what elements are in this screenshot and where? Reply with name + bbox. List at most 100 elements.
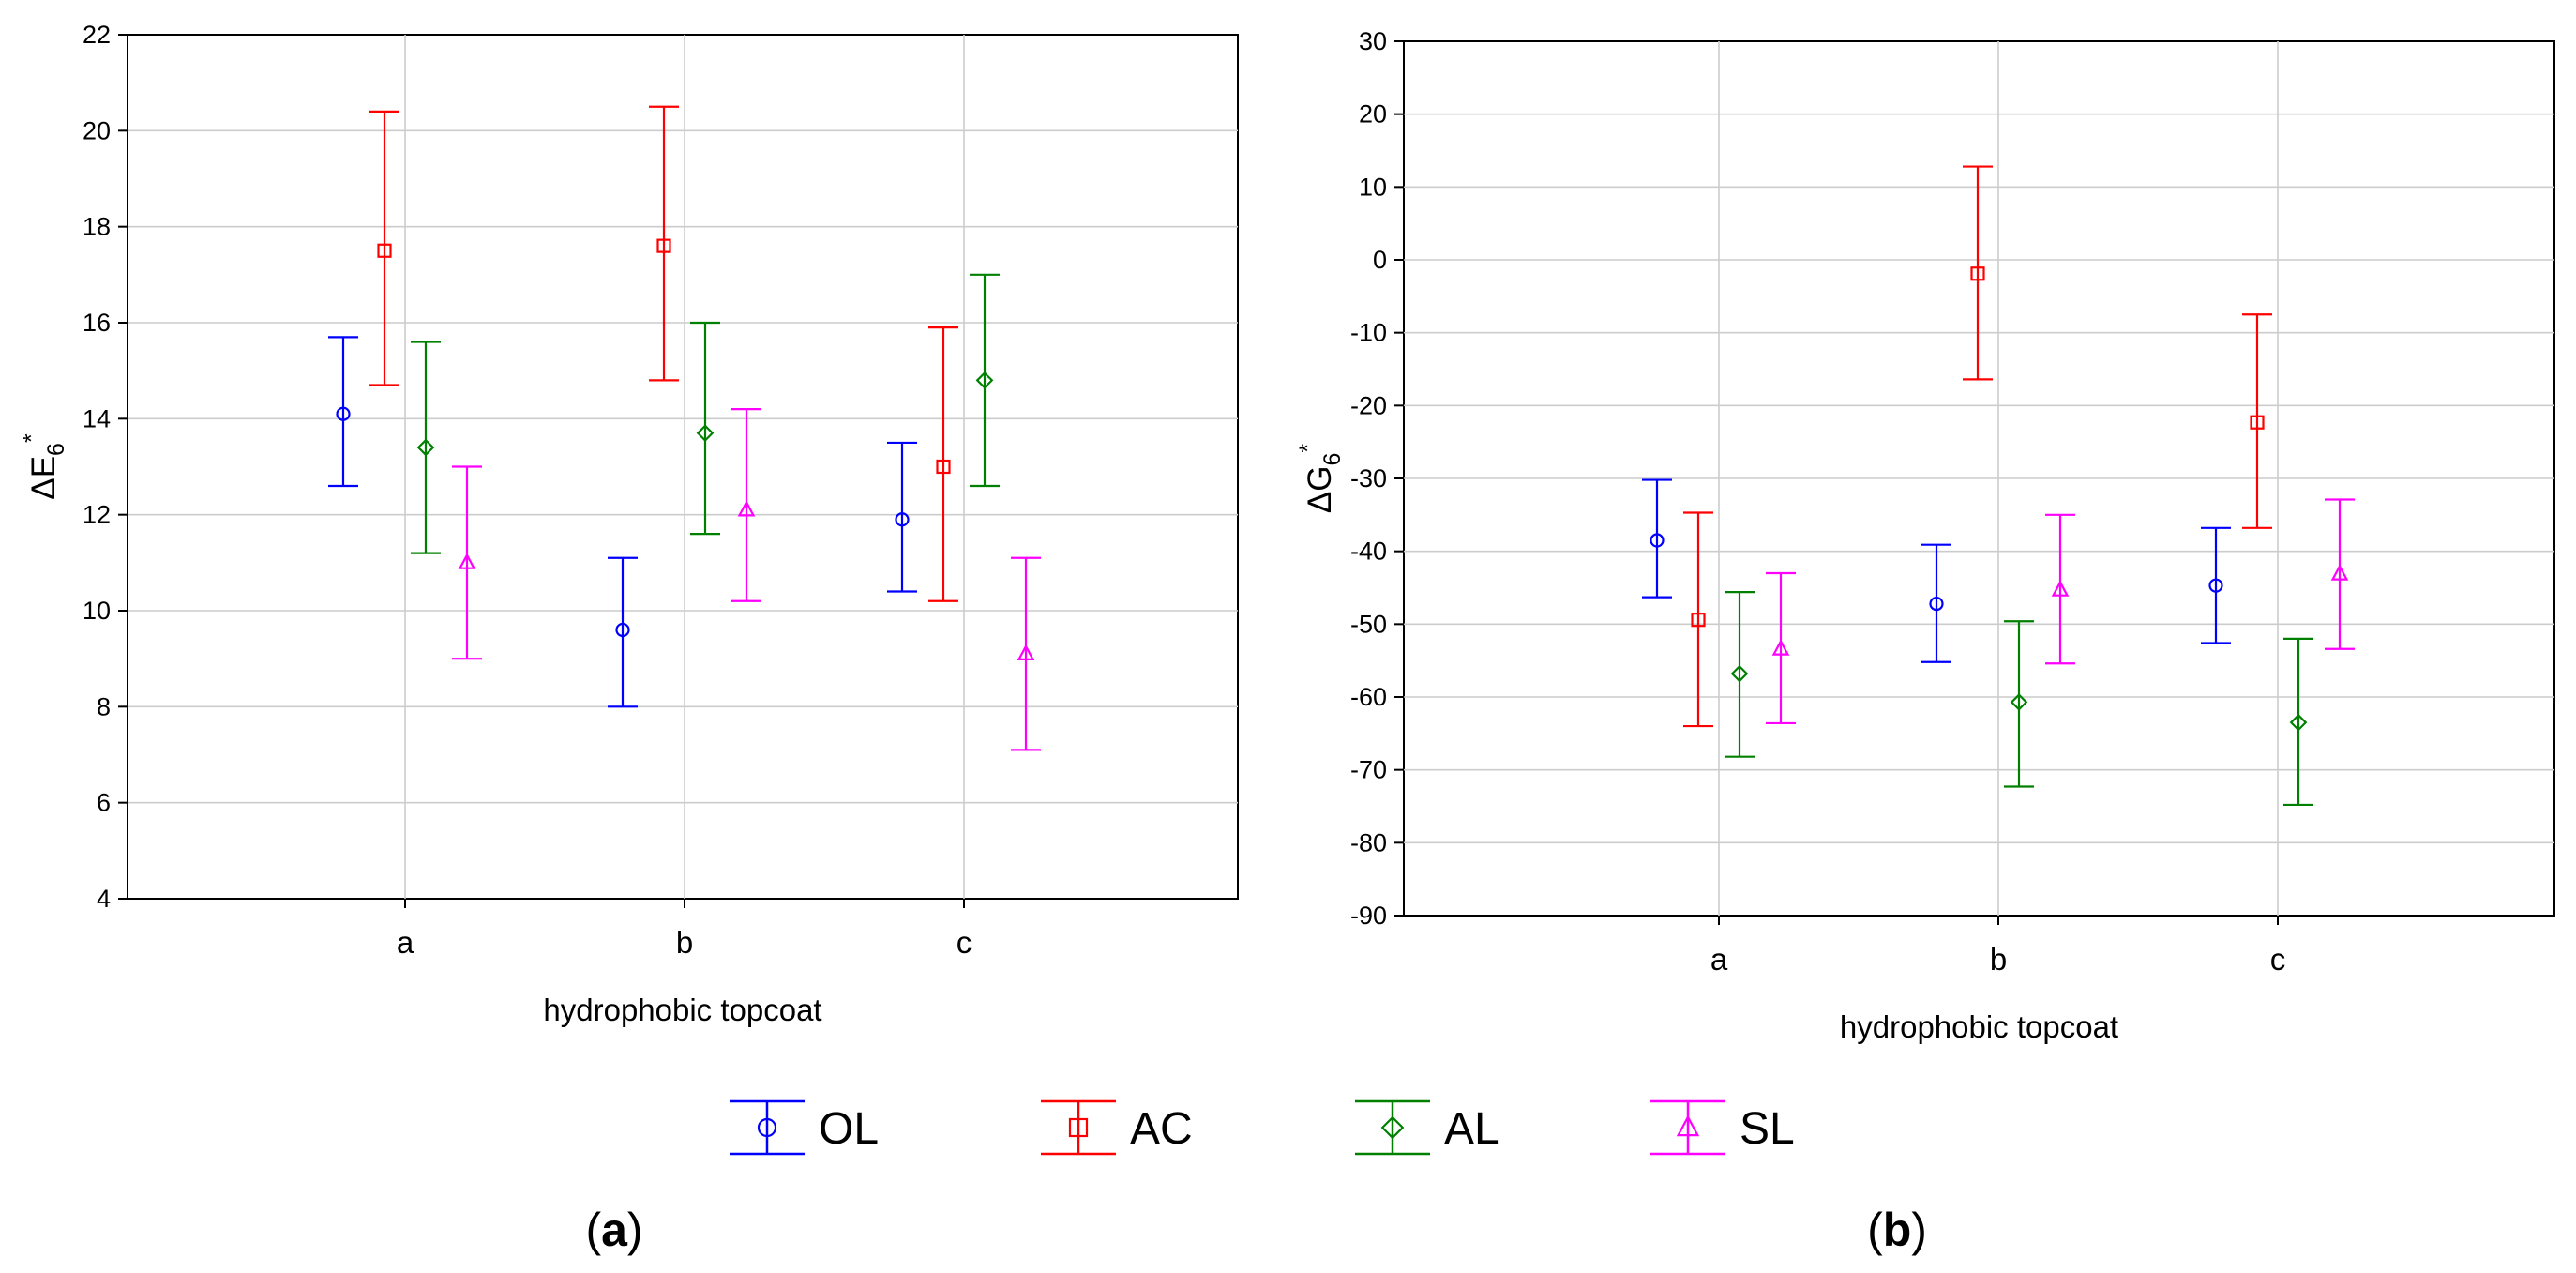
mean-point-ol [1650,533,1665,548]
mean-point-sl [1017,644,1035,661]
x-tick-label: a [397,925,414,960]
mean-point-sl [2051,580,2070,597]
panel-label-close-paren: ) [627,1204,643,1256]
mean-point-sl [458,553,476,569]
x-axis-title: hydrophobic topcoat [1840,1009,2118,1044]
y-axis-title-superscript: * [1295,444,1321,453]
y-tick-label: 16 [83,309,111,337]
legend-item-al: AL [1355,1099,1499,1156]
y-axis-title-subscript: 6 [43,443,69,456]
series-al [411,273,1000,554]
y-tick-label: 14 [83,404,111,432]
panel-labels: (a) (b) [585,1204,1926,1256]
panel-label-letter: a [601,1204,628,1256]
mean-point-ol [336,406,351,421]
y-axis-title-subscript: 6 [1319,453,1346,466]
mean-point-ac [936,459,951,475]
mean-point-al [2010,693,2028,711]
y-tick-label: -10 [1350,319,1387,347]
mean-point-ac [2250,415,2265,430]
legend-symbol [1650,1099,1725,1156]
x-tick-label: a [1710,942,1728,977]
y-tick-label: 4 [97,885,111,913]
legend-label: OL [819,1104,879,1154]
series-ac [1683,165,2272,728]
y-tick-label: 20 [1359,100,1387,129]
legend: OL AC AL SL [730,1099,1795,1156]
legend-symbol [1355,1099,1430,1156]
x-axis-title: hydrophobic topcoat [543,993,821,1027]
panel-label-letter: b [1883,1204,1912,1256]
legend-marker-ol [757,1117,777,1138]
panel-label: (b) [1867,1204,1927,1256]
x-tick-label: b [1990,942,2007,977]
y-axis-title-base: ΔG [1302,466,1338,514]
y-tick-label: -70 [1350,756,1387,784]
mean-point-al [416,438,435,457]
y-axis-title-base: ΔE [25,456,62,500]
mean-point-al [2289,713,2308,732]
series-sl [1766,498,2355,725]
y-tick-label: -30 [1350,464,1387,493]
legend-item-ac: AC [1041,1099,1193,1156]
legend-marker-ac [1068,1117,1089,1138]
mean-point-ol [2208,578,2223,593]
y-tick-label: -50 [1350,610,1387,638]
y-axis-title: ΔG6* [1295,444,1346,514]
series-al [1725,591,2313,807]
y-tick-label: 12 [83,501,111,529]
mean-point-sl [2330,564,2349,581]
plot-frame [127,34,1239,900]
x-tick-label: c [2270,942,2286,977]
y-tick-label: 18 [83,213,111,241]
legend-symbol [730,1099,805,1156]
legend-symbol [1041,1099,1116,1156]
y-tick-label: 0 [1373,246,1387,274]
mean-point-sl [737,500,756,517]
mean-point-ac [656,238,671,253]
series-ol [328,336,917,708]
panel-b-chart: -90 -80 -70 -60 -50 -40 -30 -20 -10 0 10 20 30 a b c hyd… [1295,27,2555,1044]
mean-point-ac [1970,266,1985,281]
legend-item-sl: SL [1650,1099,1795,1156]
mean-point-al [1730,664,1749,683]
mean-point-sl [1771,639,1790,656]
y-tick-label: 6 [97,789,111,817]
legend-item-ol: OL [730,1099,879,1156]
mean-point-ac [377,243,392,258]
panel-label-close-paren: ) [1911,1204,1927,1256]
legend-marker-al [1380,1115,1405,1140]
x-tick-label: c [957,925,972,960]
mean-point-ol [615,622,630,638]
mean-point-al [696,424,715,443]
y-axis-title: ΔE6* [19,433,69,500]
legend-label: AL [1444,1104,1499,1154]
y-tick-label: -90 [1350,902,1387,930]
panel-label-open-paren: ( [1867,1204,1883,1256]
y-tick-label: -60 [1350,683,1387,711]
y-tick-label: 10 [1359,173,1387,201]
series-sl [452,408,1041,751]
y-tick-label: -80 [1350,828,1387,856]
panel-label: (a) [585,1204,642,1256]
mean-point-ol [895,512,910,527]
y-tick-label: 20 [83,116,111,144]
legend-label: SL [1740,1104,1795,1154]
y-tick-label: 8 [97,692,111,720]
legend-label: AC [1130,1104,1193,1154]
y-tick-label: -20 [1350,391,1387,419]
series-ac [369,105,958,602]
y-tick-label: 30 [1359,27,1387,55]
mean-point-ol [1929,596,1944,612]
legend-marker-sl [1676,1114,1700,1137]
y-tick-label: -40 [1350,538,1387,566]
series-ol [1642,478,2231,663]
mean-point-al [975,371,994,389]
y-tick-label: 22 [83,21,111,49]
y-tick-label: 10 [83,597,111,625]
y-axis-title-superscript: * [19,433,45,443]
panel-a-chart: 4 6 8 10 12 14 16 18 20 22 a b c hydrophobic topcoat Δ… [19,21,1239,1027]
x-tick-label: b [676,925,693,960]
panel-label-open-paren: ( [585,1204,601,1256]
